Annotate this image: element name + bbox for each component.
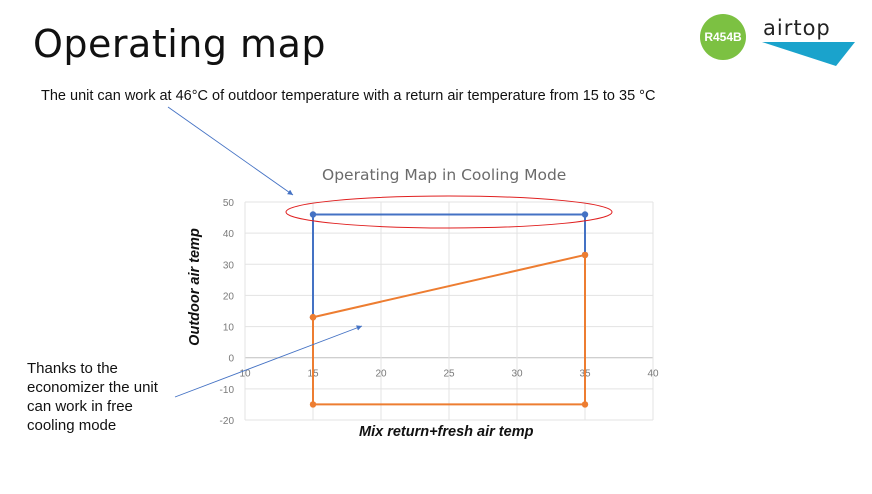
y-tick-labels: 50 40 30 20 10 0 -10 -20 [220, 198, 235, 427]
svg-text:10: 10 [239, 369, 251, 380]
x-tick-labels: 10 15 20 25 30 35 40 [239, 369, 659, 380]
brand-swoosh-icon [762, 42, 855, 66]
svg-text:-20: -20 [220, 416, 235, 427]
svg-text:40: 40 [647, 369, 659, 380]
svg-text:0: 0 [228, 354, 234, 365]
refrigerant-badge: R454B [700, 14, 746, 60]
svg-text:40: 40 [223, 229, 235, 240]
chart-series [309, 211, 589, 408]
chart-title: Operating Map in Cooling Mode [322, 166, 567, 184]
note-arrow [174, 325, 363, 398]
chart-grid [244, 201, 654, 421]
badge-label: R454B [704, 30, 742, 44]
svg-text:20: 20 [375, 369, 387, 380]
x-axis-label: Mix return+fresh air temp [359, 424, 534, 440]
svg-text:20: 20 [223, 291, 235, 302]
brand-name: airtop [763, 16, 831, 40]
free-cooling-note: Thanks to the economizer the unit can wo… [27, 360, 158, 434]
svg-text:30: 30 [223, 260, 235, 271]
highlight-ellipse [285, 195, 613, 229]
svg-text:50: 50 [223, 198, 235, 209]
subtitle-text: The unit can work at 46°C of outdoor tem… [41, 88, 656, 104]
subtitle-arrow [167, 106, 294, 196]
svg-text:30: 30 [511, 369, 523, 380]
brand-logo: airtop [758, 14, 858, 70]
svg-text:-10: -10 [220, 385, 235, 396]
svg-text:25: 25 [443, 369, 455, 380]
page-title: Operating map [33, 22, 326, 66]
svg-text:10: 10 [223, 323, 235, 334]
